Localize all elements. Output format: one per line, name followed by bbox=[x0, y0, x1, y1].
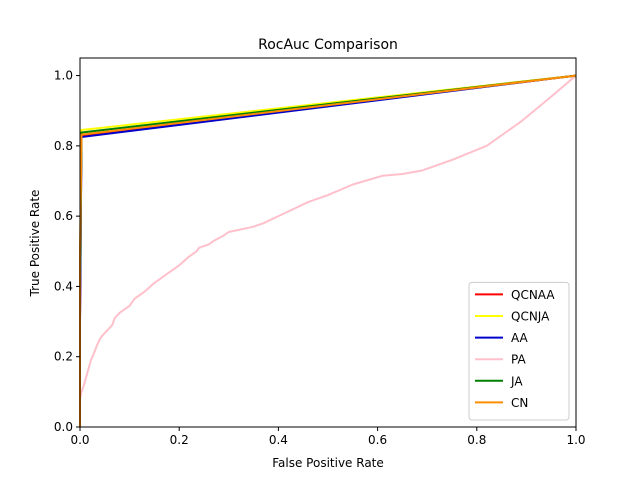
y-axis-label: True Positive Rate bbox=[28, 190, 42, 298]
y-tick-label: 0.8 bbox=[54, 139, 73, 153]
series-line-pa bbox=[79, 74, 577, 400]
x-tick-label: 0.0 bbox=[70, 433, 89, 447]
chart-title: RocAuc Comparison bbox=[258, 37, 398, 53]
y-tick-label: 0.0 bbox=[54, 420, 73, 434]
y-tick-label: 0.2 bbox=[54, 350, 73, 364]
x-axis-label: False Positive Rate bbox=[272, 456, 384, 470]
legend-label-aa: AA bbox=[511, 331, 529, 345]
x-axis: 0.0 0.2 0.4 0.6 0.8 1.0 bbox=[70, 427, 586, 447]
y-tick-label: 1.0 bbox=[54, 69, 73, 83]
y-axis: 0.0 0.2 0.4 0.6 0.8 1.0 bbox=[54, 69, 80, 434]
x-tick-label: 0.4 bbox=[269, 433, 288, 447]
x-tick-label: 0.2 bbox=[170, 433, 189, 447]
x-tick-label: 0.6 bbox=[368, 433, 387, 447]
legend-label-qcnja: QCNJA bbox=[511, 310, 550, 324]
y-tick-label: 0.6 bbox=[54, 209, 73, 223]
legend-label-ja: JA bbox=[510, 374, 523, 388]
legend-label-qcnaa: QCNAA bbox=[511, 288, 555, 302]
x-tick-label: 1.0 bbox=[566, 433, 585, 447]
plot-frame bbox=[79, 57, 577, 428]
y-tick-label: 0.4 bbox=[54, 279, 73, 293]
legend-label-pa: PA bbox=[511, 353, 526, 367]
x-tick-label: 0.8 bbox=[467, 433, 486, 447]
legend-label-cn: CN bbox=[511, 396, 528, 410]
legend: QCNAA QCNJA AA PA JA CN bbox=[468, 281, 570, 421]
